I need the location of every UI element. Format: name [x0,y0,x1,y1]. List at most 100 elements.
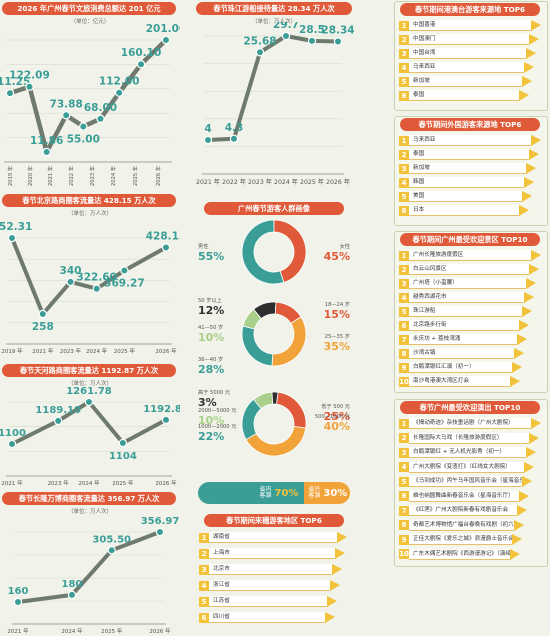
rank-label: 江苏省 [209,596,328,607]
rank-number: 3 [399,163,409,174]
data-point [92,284,101,293]
rank-number: 6 [399,90,409,101]
slice-name: 500—1000 元 [315,413,350,420]
data-label: 122.09 [9,70,50,82]
attractions-title: 春节期间广州最受欢迎景区 TOP10 [400,233,540,246]
x-tick-label: 2021 年 [1,479,23,487]
donut-slice [271,391,279,405]
rank-number: 9 [399,362,409,373]
rank-number: 1 [199,532,209,543]
rank-label: 越秀西湖花市 [409,292,524,303]
shows-title: 春节广州最受欢迎演出 TOP10 [400,401,540,414]
ranking-item: 8 沙湾古镇 [396,348,525,359]
ranking-item: 9 白鹅潭银红汇演（初一） [396,362,523,373]
data-label: 428.15 [146,230,180,242]
ranking-item: 1 马来西亚 [396,135,541,146]
ranking-item: 2 泰国 [396,149,539,160]
rank-number: 2 [399,433,409,443]
data-point [229,134,239,143]
data-label: 160.10 [121,47,162,59]
slice-name: 36—40 岁 [198,355,223,363]
ranking-hmt: 1 中国香港 2 中国澳门 3 中国台湾 4 马来西亚 5 新加坡 6 泰国 [396,20,546,106]
data-label: 1261.78 [66,386,112,397]
rank-label: 中国香港 [409,20,531,31]
rank-tail [523,177,534,188]
ranking-item: 1 广州长隆旅游度假区 [396,250,541,261]
rank-label: 维也纳圆舞曲新春音乐会（星海音乐厅） [409,490,520,502]
data-point [281,31,291,41]
data-point [54,416,63,426]
rank-number: 3 [199,564,209,575]
rank-number: 6 [399,491,409,501]
data-point [42,147,51,157]
chart-unit-chimelong: （单位：万人次） [67,509,112,515]
slice-value: 12% [198,304,224,317]
source-bar-outside-label: 省外客源 [308,486,321,499]
rank-tail [523,292,534,303]
slice-name: 41—50 岁 [198,323,223,331]
slice-value: 45% [324,250,350,263]
data-point [13,597,23,607]
ranking-item: 3 新加坡 [396,163,537,174]
ranking-item: 1 湖南省 [196,532,347,543]
rank-tail [521,76,532,87]
rank-label: 浙江省 [209,580,330,591]
rank-tail [521,191,532,202]
data-label: 305.50 [92,534,131,545]
rank-number: 6 [399,320,409,331]
ranking-item: 6 维也纳圆舞曲新春音乐会（星海音乐厅） [396,490,530,502]
ranking-attractions: 1 广州长隆旅游度假区 2 白云山风景区 3 广州塔（小蛮腰） 4 越秀西湖花市 5 珠江游船 6 北… [396,250,546,390]
source-bar-province-label: 省内客源 [259,486,272,499]
chart-unit-tourism-spend: （单位：亿元） [70,19,110,25]
chart-title-beijing-road: 春节北京路商圈客流量达 428.15 万人次 [2,194,176,207]
data-label: 111.25 [0,76,30,88]
source-bar-outside-value: 30% [323,487,348,499]
rank-tail [509,376,520,387]
x-tick-label: 2023 年 [48,479,70,487]
data-label: 4.3 [225,122,244,134]
rank-label: 上海市 [209,548,335,559]
x-tick-label: 2024 年 [78,479,100,487]
chart-unit-beijing-road: （单位：万人次） [67,211,112,217]
donut-slice [271,316,307,367]
slice-name: 2000—5000 元 [198,407,236,414]
slice-name: 低于 500 元 [321,402,350,410]
portrait-title: 广州春节游客人群画像 [204,202,344,215]
rank-label: 白云山风景区 [409,264,529,275]
data-point [161,243,171,252]
data-point [307,36,317,46]
slice-name: 高于 5000 元 [198,388,230,396]
domestic-title: 春节期间来穗游客地区 TOP6 [204,514,344,527]
series-line [17,530,161,604]
x-tick-label: 2025 年 [101,627,123,635]
rank-label: 泰国 [409,149,529,160]
rank-tail [332,564,343,575]
data-point [203,135,213,145]
data-point [118,438,128,448]
data-point [7,439,17,449]
data-point [155,527,165,537]
rank-label: 泰国 [409,90,520,101]
chart-unit-tianhe-road: （单位：万人次） [67,381,112,387]
ranking-item: 4 韩国 [396,177,534,188]
rank-tail [512,534,523,545]
rank-tail [512,362,523,373]
donut-slice [276,391,307,429]
rank-number: 5 [399,191,409,202]
data-label: 73.88 [50,98,83,110]
rank-label: 白鹅潭银红 + 无人机光影秀（初一） [409,447,527,458]
rank-number: 6 [199,612,209,623]
line-chart-tianhe-road: 1100 1189.10 1261.78 1104 1192.87 2021 年 2023 … [0,386,180,487]
data-point [333,37,343,46]
rank-tail [531,135,541,146]
slice-value: 22% [198,430,224,443]
chart-title-tourism-spend: 2026 年广州春节文旅消费总额达 201 亿元 [2,2,176,15]
x-tick-label: 2024 年 [274,178,298,186]
rank-label: 永庆坊 + 荔枝湾涌 [409,334,517,345]
ranking-item: 10 南沙粤港澳大湾区灯会 [396,376,520,387]
rank-tail [526,163,537,174]
rank-label: 广州大剧院《变渣打》（红线女大剧院） [409,461,524,473]
source-bar-province-value: 70% [274,487,299,499]
ranking-item: 3 中国台湾 [396,48,537,59]
